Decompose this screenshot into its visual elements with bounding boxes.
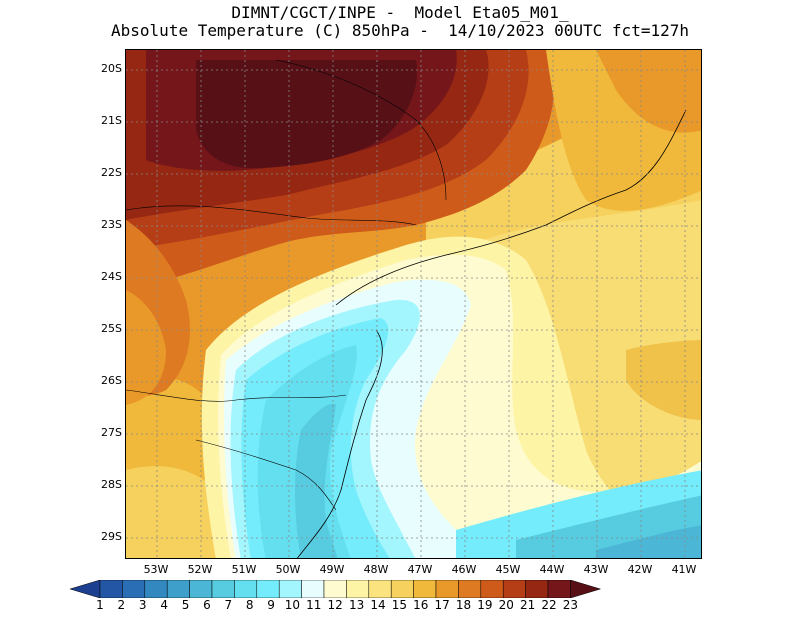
colorbar-label: 8 xyxy=(245,598,254,612)
colorbar-cell xyxy=(525,580,549,598)
lat-label: 29S xyxy=(101,530,122,543)
colorbar-cell xyxy=(346,580,370,598)
temperature-map xyxy=(125,49,702,559)
title-line-1: DIMNT/CGCT/INPE - Model Eta05_M01_ xyxy=(231,3,569,22)
lat-label: 25S xyxy=(101,322,122,335)
lon-label: 50W xyxy=(275,563,301,576)
colorbar-cell xyxy=(390,580,414,598)
lat-label: 28S xyxy=(101,478,122,491)
colorbar-label: 12 xyxy=(327,598,343,612)
colorbar-label: 7 xyxy=(224,598,233,612)
lon-label: 45W xyxy=(495,563,521,576)
lon-label: 53W xyxy=(143,563,169,576)
temperature-field xyxy=(126,50,701,558)
lon-label: 51W xyxy=(231,563,257,576)
colorbar-cell xyxy=(413,580,437,598)
colorbar-cell xyxy=(99,580,123,598)
colorbar-cell xyxy=(234,580,258,598)
lat-label: 23S xyxy=(101,218,122,231)
colorbar-cell xyxy=(144,580,168,598)
title-block: DIMNT/CGCT/INPE - Model Eta05_M01_ Absol… xyxy=(0,4,800,40)
colorbar-cell xyxy=(435,580,459,598)
colorbar-label: 15 xyxy=(391,598,407,612)
lon-label: 49W xyxy=(319,563,345,576)
colorbar-label: 11 xyxy=(306,598,322,612)
colorbar-cell xyxy=(211,580,235,598)
colorbar-label: 20 xyxy=(498,598,514,612)
colorbar-cell xyxy=(480,580,504,598)
colorbar-cell xyxy=(189,580,213,598)
colorbar-label: 9 xyxy=(267,598,275,612)
lon-label: 46W xyxy=(451,563,477,576)
colorbar-label: 19 xyxy=(477,598,493,612)
colorbar-cell xyxy=(301,580,325,598)
colorbar-label: 5 xyxy=(181,598,190,612)
lat-label: 21S xyxy=(101,114,122,127)
colorbar xyxy=(70,580,602,598)
colorbar-cell xyxy=(458,580,482,598)
colorbar-label: 18 xyxy=(455,598,472,612)
colorbar-arrow-high xyxy=(570,580,602,598)
colorbar-label: 21 xyxy=(519,598,536,612)
colorbar-label: 2 xyxy=(117,598,126,612)
colorbar-label: 6 xyxy=(203,598,211,612)
lat-label: 26S xyxy=(101,374,122,387)
colorbar-cell xyxy=(502,580,526,598)
colorbar-cell xyxy=(166,580,190,598)
lon-label: 48W xyxy=(363,563,389,576)
lon-label: 43W xyxy=(583,563,609,576)
colorbar-label: 14 xyxy=(370,598,386,612)
colorbar-arrow-low xyxy=(70,580,101,598)
colorbar-cell xyxy=(368,580,392,598)
lon-label: 52W xyxy=(187,563,213,576)
colorbar-label: 13 xyxy=(348,598,365,612)
lon-label: 47W xyxy=(407,563,433,576)
lon-label: 44W xyxy=(539,563,565,576)
lat-label: 22S xyxy=(101,166,122,179)
colorbar-label: 4 xyxy=(160,598,168,612)
colorbar-cell xyxy=(122,580,146,598)
colorbar-label: 10 xyxy=(284,598,301,612)
colorbar-label: 23 xyxy=(562,598,579,612)
title-line-2: Absolute Temperature (C) 850hPa - 14/10/… xyxy=(111,21,689,40)
colorbar-label: 16 xyxy=(413,598,429,612)
colorbar-label: 17 xyxy=(434,598,450,612)
colorbar-label: 3 xyxy=(138,598,147,612)
lon-label: 42W xyxy=(627,563,653,576)
lon-label: 41W xyxy=(671,563,697,576)
colorbar-label: 22 xyxy=(541,598,557,612)
colorbar-cell xyxy=(323,580,347,598)
colorbar-cell xyxy=(547,580,571,598)
lat-label: 20S xyxy=(101,62,122,75)
colorbar-cell xyxy=(256,580,280,598)
lat-label: 27S xyxy=(101,426,122,439)
colorbar-cell xyxy=(278,580,302,598)
colorbar-label: 1 xyxy=(96,598,104,612)
lat-label: 24S xyxy=(101,270,122,283)
